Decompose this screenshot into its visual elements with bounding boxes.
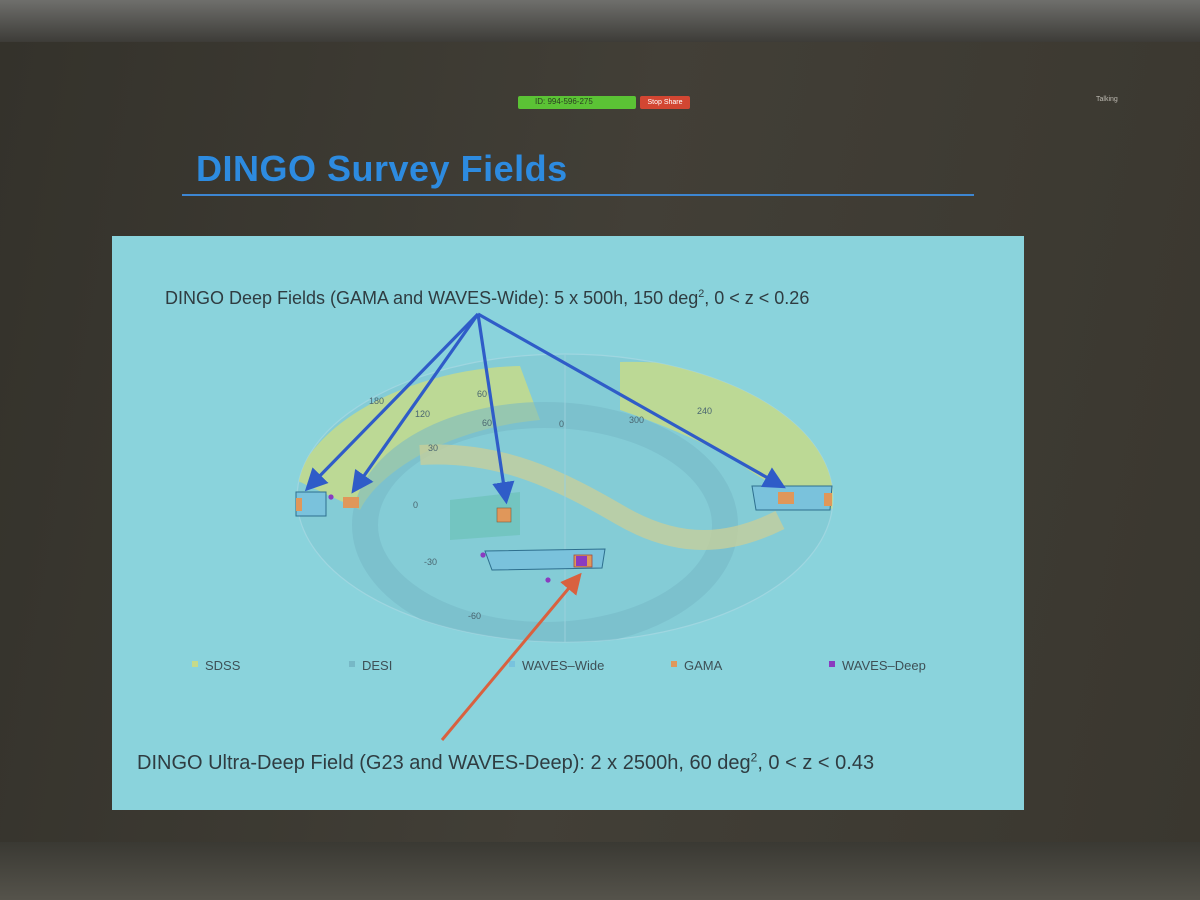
legend-swatch-gama xyxy=(671,661,677,667)
slide-title: DINGO Survey Fields xyxy=(196,148,568,189)
gama-field-2 xyxy=(343,497,359,508)
ra-label-60: 60 xyxy=(482,418,492,428)
legend-waves-wide: WAVES–Wide xyxy=(522,658,604,673)
arrow-deep-4 xyxy=(477,312,786,489)
dec-label-0: 0 xyxy=(413,500,418,510)
wall-top xyxy=(0,0,1200,42)
meeting-id-bar[interactable] xyxy=(518,96,636,109)
desi-region xyxy=(352,402,738,642)
waves-deep-field xyxy=(576,556,587,566)
gama-field-1 xyxy=(296,498,302,511)
ultra-deep-caption: DINGO Ultra-Deep Field (G23 and WAVES-De… xyxy=(137,750,875,775)
stop-share-button[interactable]: Stop Share xyxy=(640,96,690,109)
legend-sdss: SDSS xyxy=(205,658,241,673)
arrow-deep-2 xyxy=(351,313,480,494)
ultra-caption-suffix: , 0 < z < 0.43 xyxy=(757,752,875,774)
arrow-ultra-deep xyxy=(440,572,582,741)
ra-label-300: 300 xyxy=(629,415,644,425)
ra-label-0: 0 xyxy=(559,419,564,429)
legend-waves-deep: WAVES–Deep xyxy=(842,658,926,673)
dec-label-30: 30 xyxy=(428,443,438,453)
waves-deep-dot-2 xyxy=(480,552,486,558)
deep-caption-suffix: , 0 < z < 0.26 xyxy=(704,288,810,308)
dec-label-60: 60 xyxy=(477,389,487,399)
legend-swatch-waves-wide xyxy=(509,661,515,667)
waves-deep-dot-3 xyxy=(545,577,551,583)
galactic-plane-band xyxy=(419,444,785,550)
arrow-deep-3 xyxy=(476,313,515,505)
talking-status: Talking xyxy=(1096,96,1118,103)
deep-caption-text: DINGO Deep Fields (GAMA and WAVES-Wide):… xyxy=(165,288,699,308)
ra-label-180: 180 xyxy=(369,396,384,406)
legend-gama: GAMA xyxy=(684,658,723,673)
deep-field-arrows xyxy=(304,312,786,505)
ra-label-120: 120 xyxy=(415,409,430,419)
ultra-caption-exponent: 2 xyxy=(750,750,758,765)
legend-swatch-desi xyxy=(349,661,355,667)
title-underline xyxy=(182,194,974,196)
dec-label-minus-30: -30 xyxy=(424,557,437,567)
waves-deep-dot-1 xyxy=(328,494,334,500)
deep-fields-caption: DINGO Deep Fields (GAMA and WAVES-Wide):… xyxy=(165,288,809,309)
gama-field-3 xyxy=(496,507,512,523)
legend-swatch-sdss xyxy=(192,661,198,667)
arrow-deep-1 xyxy=(304,312,480,492)
deep-caption-exponent: 2 xyxy=(698,288,705,300)
ra-label-240: 240 xyxy=(697,406,712,416)
gama-field-5 xyxy=(824,493,832,506)
ultra-caption-text: DINGO Ultra-Deep Field (G23 and WAVES-De… xyxy=(137,752,751,774)
legend-desi: DESI xyxy=(362,658,392,673)
wall-bottom xyxy=(0,842,1200,900)
meeting-id-label: ID: 994-596-275 xyxy=(535,97,593,106)
legend-swatch-waves-deep xyxy=(829,661,835,667)
dec-label-minus-60: -60 xyxy=(468,611,481,621)
gama-field-4 xyxy=(778,492,794,504)
